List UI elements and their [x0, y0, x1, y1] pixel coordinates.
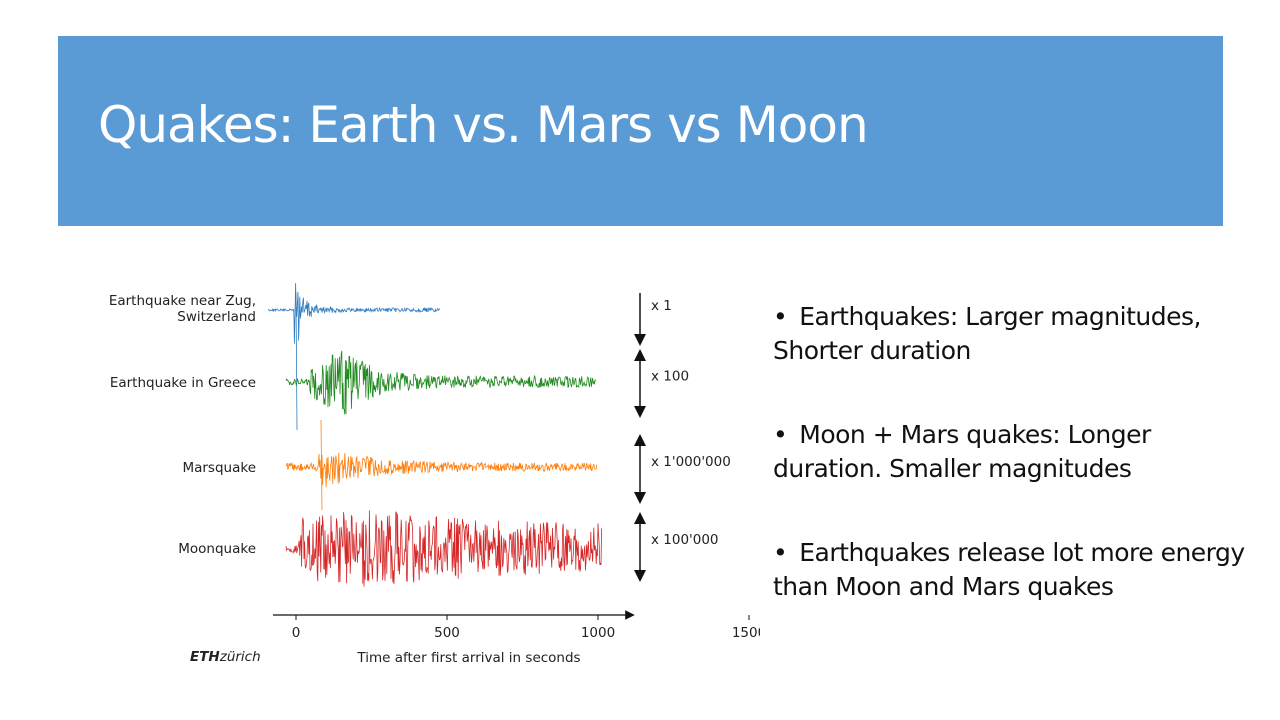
waveform: [285, 419, 598, 511]
slide-title: Quakes: Earth vs. Mars vs Moon: [98, 96, 869, 154]
bullet: Moon + Mars quakes: Longer duration. Sma…: [773, 418, 1263, 486]
title-band: [58, 36, 1223, 226]
x-axis-label: Time after first arrival in seconds: [356, 650, 580, 666]
bullet: Earthquakes: Larger magnitudes, Shorter …: [773, 300, 1263, 368]
x-tick-label: 1000: [581, 625, 615, 641]
bullet-list: Earthquakes: Larger magnitudes, Shorter …: [773, 300, 1263, 654]
x-tick-label: 0: [292, 625, 301, 641]
trace-label: Marsquake: [182, 460, 256, 476]
trace-label: Earthquake in Greece: [110, 375, 256, 391]
bullet: Earthquakes release lot more energy than…: [773, 536, 1263, 604]
waveform: [285, 350, 596, 415]
trace-label: Earthquake near Zug, Switzerland: [109, 293, 256, 325]
waveform: [285, 510, 602, 587]
logo-rest: zürich: [219, 649, 261, 665]
scale-label: x 100'000: [651, 532, 719, 548]
logo: ETHzürich: [190, 649, 261, 665]
scale-label: x 1: [651, 298, 672, 314]
scale-label: x 1'000'000: [651, 454, 731, 470]
x-tick-label: 500: [434, 625, 460, 641]
seismogram-figure: Earthquake near Zug, Switzerland x 1 Earthq…: [109, 283, 760, 666]
scale-label: x 100: [651, 369, 689, 385]
trace-label: Moonquake: [178, 541, 256, 557]
logo-bold: ETH: [190, 649, 220, 665]
waveform: [267, 283, 440, 431]
x-tick-label: 1500: [732, 625, 760, 641]
